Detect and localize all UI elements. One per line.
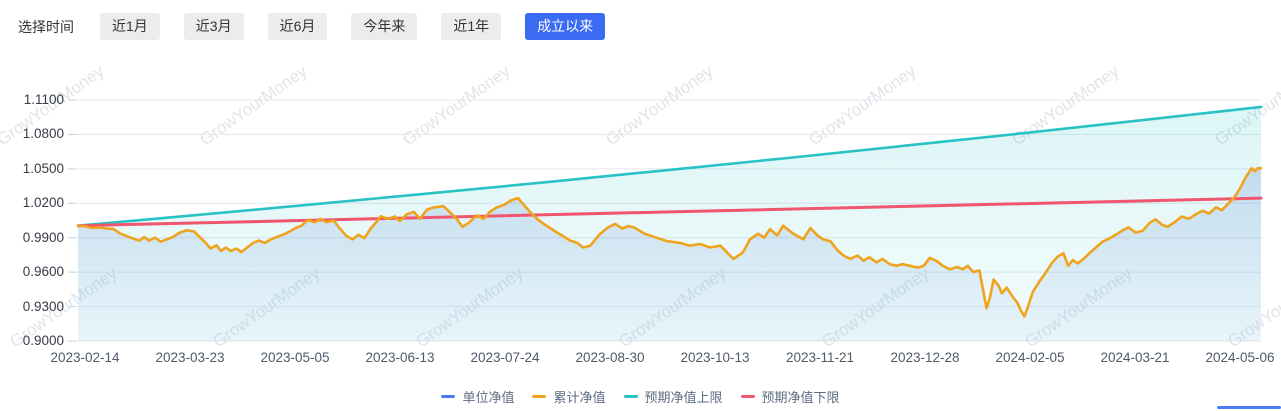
time-range-button-ytd[interactable]: 今年来 [351, 13, 418, 40]
series-unit-nav-area [78, 168, 1261, 341]
y-axis-label: 0.9000 [22, 333, 64, 348]
chart-legend: 单位净值 累计净值 预期净值上限 预期净值下限 [0, 387, 1281, 406]
legend-line-marker [441, 395, 456, 398]
y-axis-label: 0.9300 [22, 298, 64, 314]
y-axis-label: 0.9600 [22, 264, 64, 280]
legend-label: 单位净值 [462, 390, 515, 405]
series-cumulative-nav-line [76, 167, 1263, 318]
watermark-text: GrowYourMoney [399, 61, 514, 149]
y-axis-label: 1.0200 [22, 195, 64, 211]
legend-label: 累计净值 [553, 390, 606, 405]
legend-label: 预期净值下限 [761, 390, 840, 405]
watermark-text: GrowYourMoney [196, 61, 311, 149]
time-range-button-all[interactable]: 成立以来 [525, 13, 606, 40]
time-range-buttons: 近1月 近3月 近6月 今年来 近1年 成立以来 [100, 13, 629, 40]
legend-label: 预期净值上限 [644, 390, 723, 405]
time-range-button-3m[interactable]: 近3月 [183, 13, 244, 40]
x-axis-label: 2023-02-14 [50, 350, 120, 365]
x-axis-label: 2023-08-30 [575, 350, 645, 365]
legend-line-marker [623, 395, 638, 398]
x-axis-label: 2024-05-06 [1205, 350, 1275, 365]
x-axis-label: 2023-07-24 [470, 350, 540, 365]
series-lower-bound-line [76, 196, 1263, 228]
time-range-button-6m[interactable]: 近6月 [267, 13, 328, 40]
time-range-label: 选择时间 [18, 18, 74, 35]
x-axis-label: 2023-11-21 [785, 350, 855, 365]
x-axis-label: 2023-05-05 [260, 350, 330, 365]
legend-line-marker [532, 395, 547, 398]
x-axis-label: 2024-02-05 [995, 350, 1065, 365]
x-axis-label: 2023-12-28 [890, 350, 960, 365]
y-axis-label: 1.0500 [22, 160, 64, 176]
watermark-text: GrowYourMoney [602, 61, 717, 149]
x-axis-label: 2023-06-13 [365, 350, 435, 365]
legend-item-cumulative-nav[interactable]: 累计净值 [532, 387, 606, 406]
legend-line-marker [740, 395, 755, 398]
x-axis-label: 2023-03-23 [155, 350, 225, 365]
y-axis-label: 0.9900 [22, 229, 64, 245]
y-axis-label: 1.1100 [23, 92, 64, 107]
time-range-button-1m[interactable]: 近1月 [100, 13, 160, 40]
legend-item-lower-bound[interactable]: 预期净值下限 [740, 387, 840, 406]
x-axis-label: 2024-03-21 [1100, 350, 1170, 365]
legend-item-upper-bound[interactable]: 预期净值上限 [623, 387, 723, 406]
time-range-button-1y[interactable]: 近1年 [441, 13, 502, 40]
series-upper-bound-line [76, 105, 1263, 227]
time-range-selector: 选择时间 近1月 近3月 近6月 今年来 近1年 成立以来 [18, 13, 629, 40]
x-axis-label: 2023-10-13 [680, 350, 750, 365]
y-axis-label: 1.0800 [22, 126, 64, 142]
horizontal-scrollbar-thumb[interactable] [1217, 406, 1281, 409]
legend-item-unit-nav[interactable]: 单位净值 [441, 387, 514, 406]
watermark-text: GrowYourMoney [805, 61, 920, 149]
